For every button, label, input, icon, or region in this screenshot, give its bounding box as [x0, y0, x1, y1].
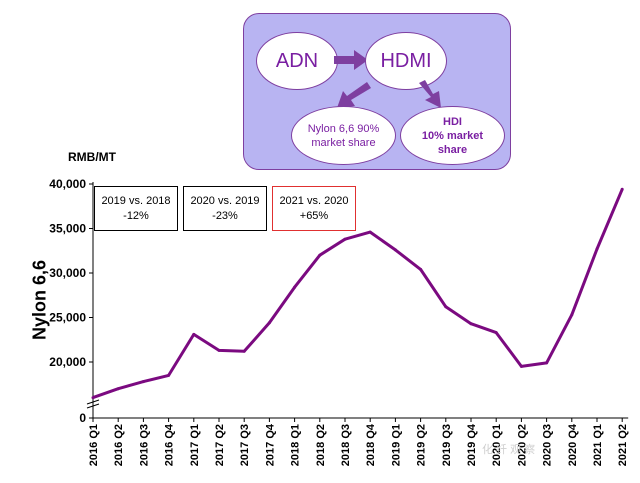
nylon-label: Nylon 6,6 90% market share: [307, 122, 380, 149]
x-tick-label: 2019 Q3: [441, 424, 453, 466]
x-tick-label: 2016 Q4: [164, 423, 176, 466]
data-point: [444, 305, 448, 309]
x-tick-label: 2019 Q1: [390, 424, 402, 466]
data-point: [192, 332, 196, 336]
data-point: [343, 237, 347, 241]
hdmi-label: HDMI: [380, 49, 432, 72]
x-tick-label: 2021 Q2: [617, 424, 629, 466]
y-tick-label: 20,000: [49, 355, 86, 369]
x-tick-label: 2018 Q3: [340, 424, 352, 466]
data-point: [293, 285, 297, 289]
x-tick-label: 2020 Q4: [567, 423, 579, 466]
x-tick-label: 2016 Q3: [138, 424, 150, 466]
comparison-value: -23%: [212, 209, 238, 222]
data-point: [519, 364, 523, 368]
comparison-box-2021: 2021 vs. 2020 +65%: [272, 186, 356, 231]
x-tick-label: 2018 Q1: [290, 424, 302, 466]
comparison-value: +65%: [299, 209, 329, 222]
hdi-node: HDI 10% market share: [400, 106, 505, 165]
hdi-share-label: 10% market share: [421, 129, 484, 156]
comparison-box-2020: 2020 vs. 2019 -23%: [183, 186, 267, 231]
series-layer: [91, 187, 624, 400]
x-tick-label: 2017 Q1: [189, 424, 201, 466]
unit-label: RMB/MT: [68, 150, 116, 164]
data-point: [419, 267, 423, 271]
right-arrow-icon: [334, 50, 368, 70]
data-point: [167, 373, 171, 377]
data-point: [116, 387, 120, 391]
x-tick-label: 2020 Q2: [516, 424, 528, 466]
data-point: [393, 248, 397, 252]
series-line: [92, 188, 624, 400]
x-tick-label: 2016 Q1: [88, 424, 100, 466]
hdi-label: HDI: [443, 115, 462, 128]
chart-axes: [86, 182, 629, 419]
y-axis-ticks: 40,000 35,000 30,000 25,000 20,000 0: [49, 177, 93, 425]
comparison-label: 2021 vs. 2020: [279, 194, 349, 207]
data-point: [469, 322, 473, 326]
y-tick-label: 35,000: [49, 222, 86, 236]
x-tick-label: 2020 Q1: [491, 424, 503, 466]
axis-break-mark: [86, 399, 100, 409]
watermark-text: 化 纤 观 察: [482, 444, 536, 456]
y-axis-title: Nylon 6,6: [29, 259, 50, 341]
x-tick-label: 2020 Q3: [542, 424, 554, 466]
comparison-box-2019: 2019 vs. 2018 -12%: [94, 186, 178, 231]
x-axis-ticks: 2016 Q1 2016 Q2 2016 Q3 2016 Q4 2017 Q1 2017 …: [88, 418, 629, 466]
hdmi-node: HDMI: [365, 32, 447, 90]
comparison-label: 2019 vs. 2018: [101, 194, 171, 207]
nylon-node: Nylon 6,6 90% market share: [291, 106, 396, 165]
comparison-label: 2020 vs. 2019: [190, 194, 260, 207]
data-point: [318, 253, 322, 257]
comparison-value: -12%: [123, 209, 149, 222]
adn-node: ADN: [256, 32, 338, 90]
data-point: [368, 230, 372, 234]
data-point: [242, 349, 246, 353]
supply-chain-diagram: ADN HDMI Nylon 6,6 90% market share HDI …: [243, 13, 511, 170]
x-tick-label: 2019 Q4: [466, 423, 478, 466]
x-tick-label: 2021 Q1: [592, 424, 604, 466]
data-point: [620, 187, 624, 191]
down-left-arrow-icon: [337, 82, 371, 108]
y-tick-label: 30,000: [49, 266, 86, 280]
y-tick-label: 25,000: [49, 311, 86, 325]
data-point: [570, 313, 574, 317]
data-point: [91, 396, 95, 400]
adn-label: ADN: [275, 49, 319, 72]
x-tick-label: 2018 Q2: [315, 424, 327, 466]
down-right-arrow-icon: [419, 80, 441, 108]
data-point: [217, 348, 221, 352]
x-tick-label: 2017 Q3: [239, 424, 251, 466]
data-point: [267, 321, 271, 325]
y-tick-label: 0: [79, 411, 86, 425]
x-tick-label: 2016 Q2: [113, 424, 125, 466]
data-point: [141, 380, 145, 384]
data-point: [494, 331, 498, 335]
x-tick-label: 2017 Q4: [264, 423, 276, 466]
y-tick-label: 40,000: [49, 177, 86, 191]
data-point: [595, 247, 599, 251]
data-point: [545, 361, 549, 365]
x-tick-label: 2019 Q2: [416, 424, 428, 466]
x-tick-label: 2017 Q2: [214, 424, 226, 466]
x-tick-label: 2018 Q4: [365, 423, 377, 466]
